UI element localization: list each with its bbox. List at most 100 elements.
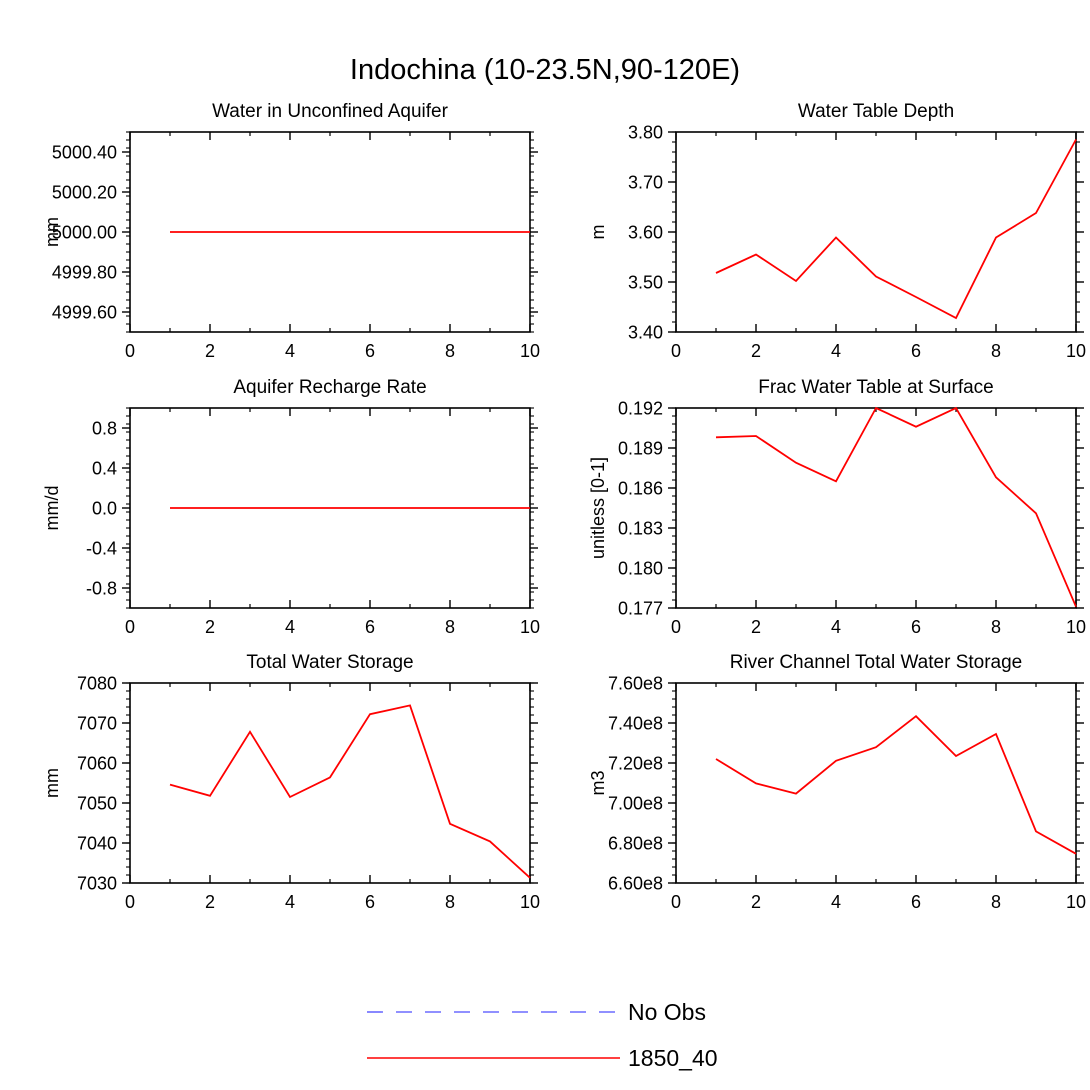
y-tick-label: 6.80e8	[608, 834, 663, 854]
plot-frame	[675, 407, 1077, 609]
x-tick-label: 2	[205, 617, 215, 637]
y-tick-label: 7070	[77, 714, 117, 734]
y-tick-label: 5000.20	[52, 183, 117, 203]
x-tick-label: 4	[831, 892, 841, 912]
x-tick-label: 0	[671, 892, 681, 912]
y-tick-label: 0.177	[618, 599, 663, 619]
series-line	[715, 406, 1077, 608]
chart-panel: Water in Unconfined Aquifer mm 0 2 4 6 8 10 4999…	[42, 101, 540, 361]
x-tick-label: 4	[285, 341, 295, 361]
x-tick-label: 4	[831, 341, 841, 361]
panel-title: Water in Unconfined Aquifer	[212, 101, 449, 122]
y-tick-label: 3.40	[628, 323, 663, 343]
y-axis-label: mm	[42, 768, 62, 798]
y-tick-label: 4999.60	[52, 303, 117, 323]
panel-title: Frac Water Table at Surface	[758, 377, 994, 398]
plot-frame	[129, 682, 531, 884]
x-tick-label: 2	[205, 341, 215, 361]
x-tick-label: 6	[365, 341, 375, 361]
y-tick-label: 7060	[77, 754, 117, 774]
y-tick-label: 6.60e8	[608, 874, 663, 894]
y-tick-label: 7.40e8	[608, 714, 663, 734]
x-tick-label: 4	[831, 617, 841, 637]
x-tick-label: 8	[991, 617, 1001, 637]
x-tick-label: 0	[125, 341, 135, 361]
y-axis-label: m3	[588, 770, 608, 795]
x-tick-label: 0	[671, 341, 681, 361]
panel-title: Water Table Depth	[798, 101, 954, 122]
panel-title: River Channel Total Water Storage	[730, 652, 1023, 673]
y-tick-label: 4999.80	[52, 263, 117, 283]
x-tick-label: 0	[671, 617, 681, 637]
y-tick-label: 0.192	[618, 399, 663, 419]
x-tick-label: 10	[1066, 892, 1086, 912]
x-tick-label: 2	[751, 892, 761, 912]
y-tick-label: 0.189	[618, 439, 663, 459]
plot-frame	[675, 131, 1077, 333]
y-tick-label: 3.70	[628, 173, 663, 193]
y-axis-label: mm/d	[42, 486, 62, 531]
y-tick-label: 7.60e8	[608, 674, 663, 694]
chart-panel: Aquifer Recharge Rate mm/d 0 2 4 6 8 10 -0.8 -0.4…	[42, 377, 540, 637]
chart-panel: Water Table Depth m 0 2 4 6 8 10 3.40 3.50 3.60 3.7…	[588, 101, 1086, 361]
series-line	[715, 139, 1077, 320]
y-tick-label: 0.8	[92, 419, 117, 439]
panel-title: Total Water Storage	[246, 652, 413, 673]
y-tick-label: 3.80	[628, 123, 663, 143]
x-tick-label: 10	[1066, 617, 1086, 637]
series-line	[715, 715, 1077, 855]
x-tick-label: 6	[365, 892, 375, 912]
x-tick-label: 4	[285, 617, 295, 637]
panels: Water in Unconfined Aquifer mm 0 2 4 6 8 10 4999…	[42, 101, 1086, 912]
y-tick-label: 0.183	[618, 519, 663, 539]
y-tick-label: 3.60	[628, 223, 663, 243]
y-tick-label: 0.186	[618, 479, 663, 499]
x-tick-label: 10	[520, 341, 540, 361]
panel-title: Aquifer Recharge Rate	[233, 377, 426, 398]
x-tick-label: 4	[285, 892, 295, 912]
y-tick-label: 7050	[77, 794, 117, 814]
x-tick-label: 6	[911, 341, 921, 361]
x-tick-label: 6	[365, 617, 375, 637]
x-tick-label: 6	[911, 892, 921, 912]
x-tick-label: 2	[751, 617, 761, 637]
x-tick-label: 10	[520, 892, 540, 912]
x-tick-label: 8	[991, 892, 1001, 912]
legend: No Obs 1850_40	[367, 999, 718, 1071]
x-tick-label: 0	[125, 617, 135, 637]
x-tick-label: 2	[205, 892, 215, 912]
y-tick-label: -0.8	[86, 579, 117, 599]
legend-label: 1850_40	[628, 1045, 718, 1071]
y-axis-label: m	[588, 225, 608, 240]
y-tick-label: 7080	[77, 674, 117, 694]
chart-panel: Frac Water Table at Surface unitless [0-1…	[588, 377, 1086, 637]
y-tick-label: 7040	[77, 834, 117, 854]
x-tick-label: 8	[445, 617, 455, 637]
y-tick-label: 7.20e8	[608, 754, 663, 774]
y-tick-label: 5000.40	[52, 143, 117, 163]
x-tick-label: 6	[911, 617, 921, 637]
x-tick-label: 8	[445, 892, 455, 912]
legend-label: No Obs	[628, 999, 706, 1025]
y-axis-label: unitless [0-1]	[588, 457, 608, 559]
figure-title: Indochina (10-23.5N,90-120E)	[350, 54, 740, 86]
chart-panel: River Channel Total Water Storage m3 0 2 4 6 8…	[588, 652, 1086, 912]
x-tick-label: 8	[445, 341, 455, 361]
y-tick-label: 5000.00	[52, 223, 117, 243]
x-tick-label: 10	[1066, 341, 1086, 361]
y-tick-label: 7.00e8	[608, 794, 663, 814]
x-tick-label: 2	[751, 341, 761, 361]
y-axis-label: mm	[42, 217, 62, 247]
y-tick-label: -0.4	[86, 539, 117, 559]
y-tick-label: 0.4	[92, 459, 117, 479]
x-tick-label: 8	[991, 341, 1001, 361]
x-tick-label: 10	[520, 617, 540, 637]
y-tick-label: 3.50	[628, 273, 663, 293]
x-tick-label: 0	[125, 892, 135, 912]
y-tick-label: 0.0	[92, 499, 117, 519]
series-line	[169, 704, 531, 879]
y-tick-label: 0.180	[618, 559, 663, 579]
chart-panel: Total Water Storage mm 0 2 4 6 8 10 7030 7040 7050…	[42, 652, 540, 912]
y-tick-label: 7030	[77, 874, 117, 894]
